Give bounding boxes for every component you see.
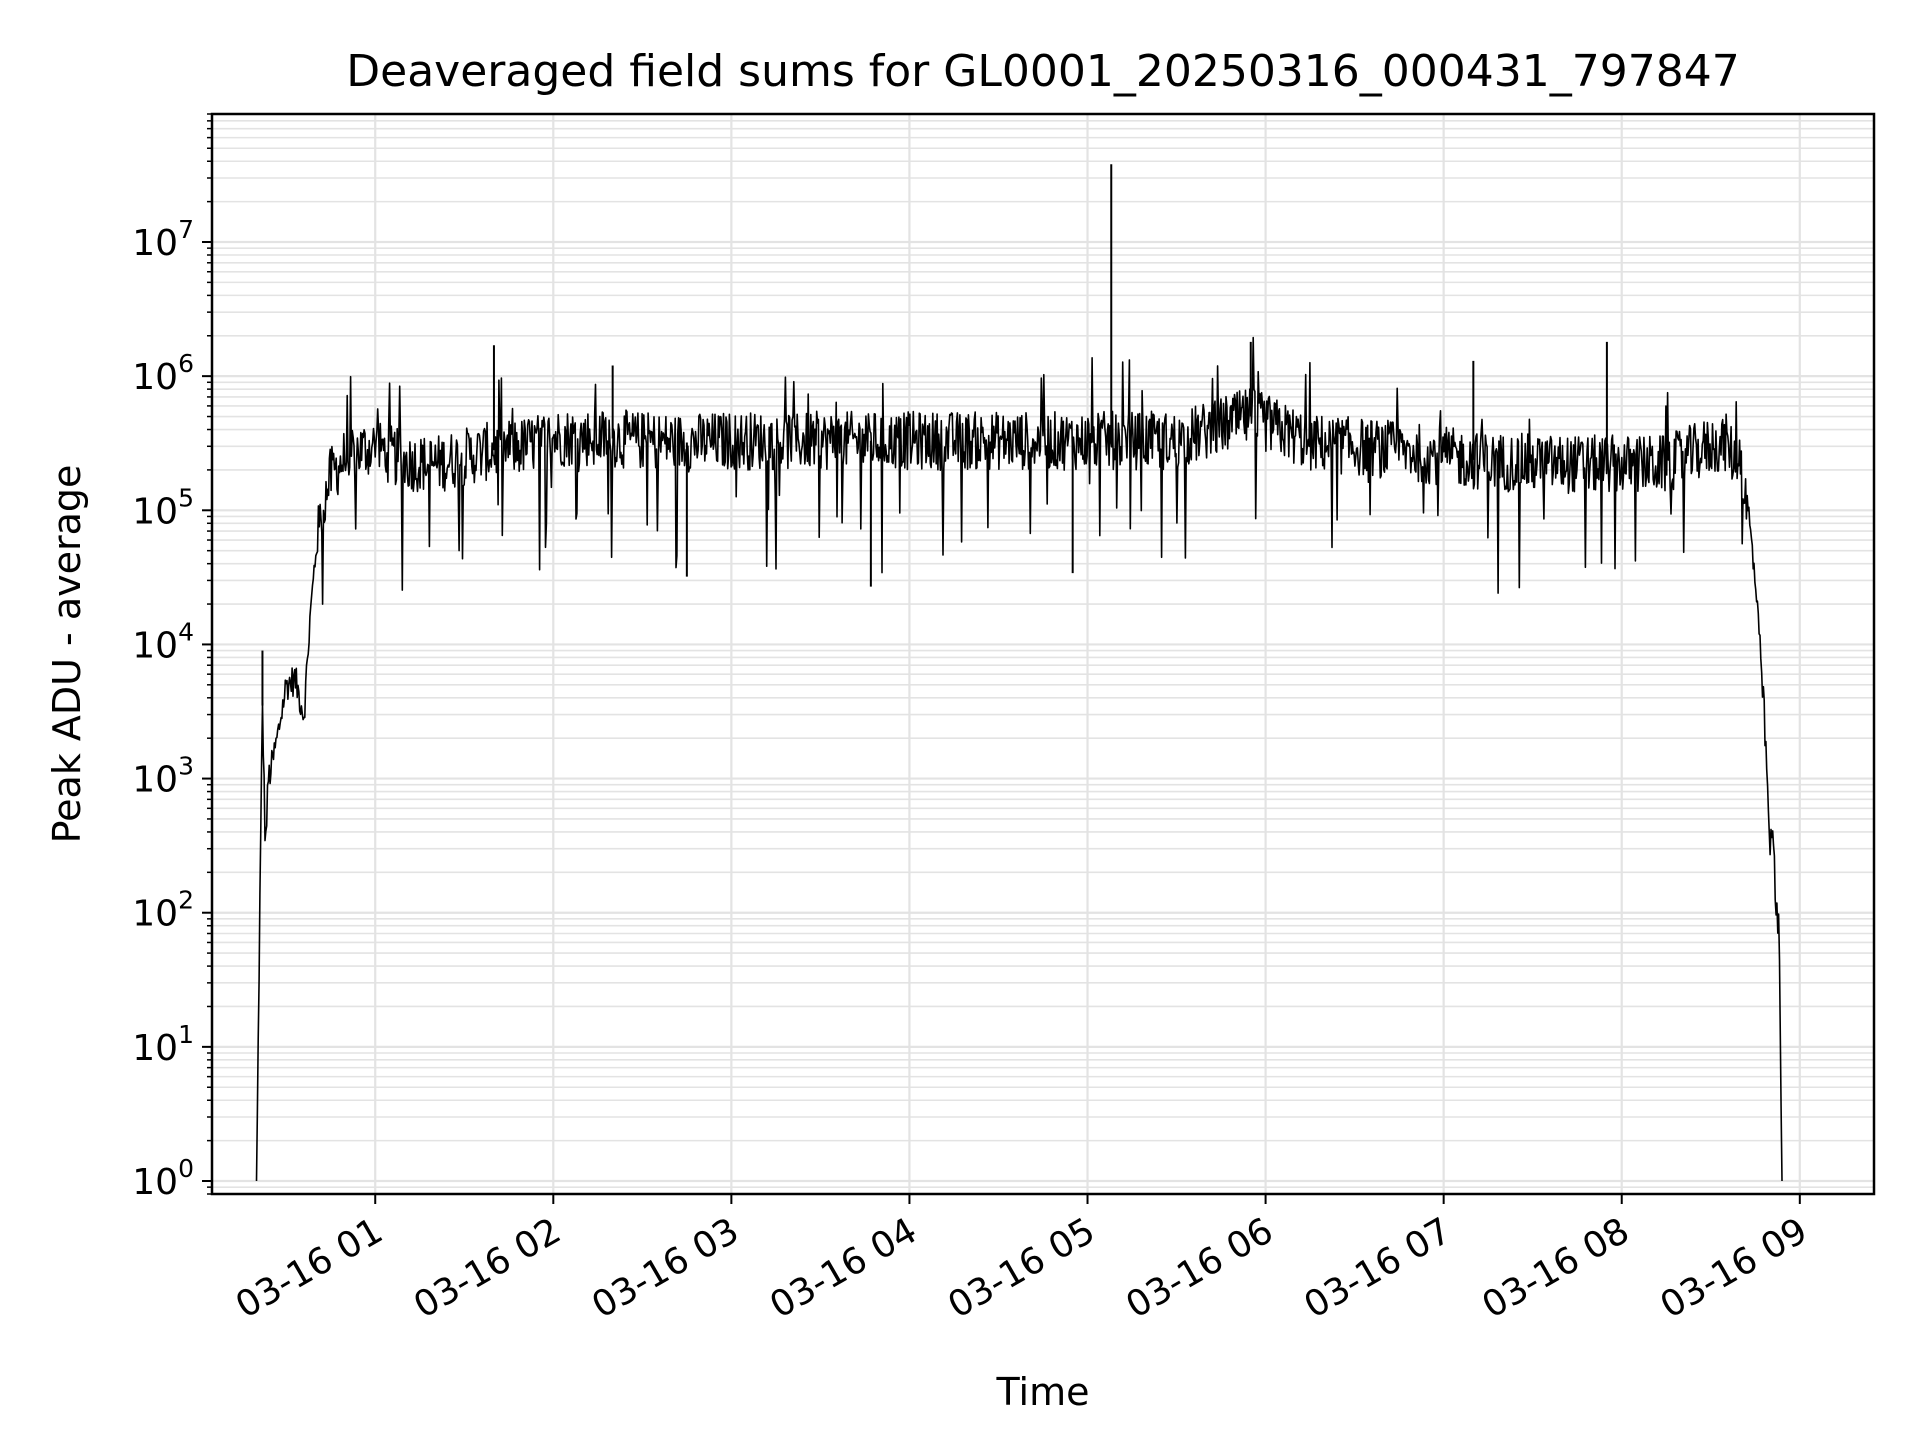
x-tick-label: 03-16 03 — [585, 1210, 746, 1326]
y-tick-label: 106 — [132, 349, 194, 398]
plot-frame — [210, 112, 1876, 1196]
x-tick-label: 03-16 04 — [763, 1210, 924, 1326]
series-line — [255, 336, 1783, 1182]
y-tick-label: 102 — [132, 886, 194, 935]
y-tick-label: 101 — [132, 1020, 194, 1069]
x-tick-label: 03-16 01 — [229, 1210, 390, 1326]
y-axis-label: Peak ADU - average — [45, 465, 89, 844]
x-tick-label: 03-16 05 — [941, 1210, 1102, 1326]
x-axis-label: Time — [996, 1370, 1090, 1414]
x-tick-label: 03-16 07 — [1297, 1210, 1458, 1326]
series-layer — [255, 164, 1783, 1182]
y-tick-label: 107 — [132, 215, 194, 264]
y-tick-label: 103 — [132, 752, 194, 801]
x-tick-label: 03-16 02 — [407, 1210, 568, 1326]
chart-title: Deaveraged field sums for GL0001_2025031… — [346, 46, 1739, 97]
x-tick-label: 03-16 08 — [1476, 1210, 1637, 1326]
x-tick-label: 03-16 06 — [1119, 1210, 1280, 1326]
grid-layer — [212, 113, 1874, 1195]
x-tick-label: 03-16 09 — [1654, 1210, 1815, 1326]
y-tick-label: 100 — [132, 1154, 194, 1203]
y-tick-label: 104 — [132, 617, 194, 666]
y-tick-label: 105 — [132, 483, 194, 532]
